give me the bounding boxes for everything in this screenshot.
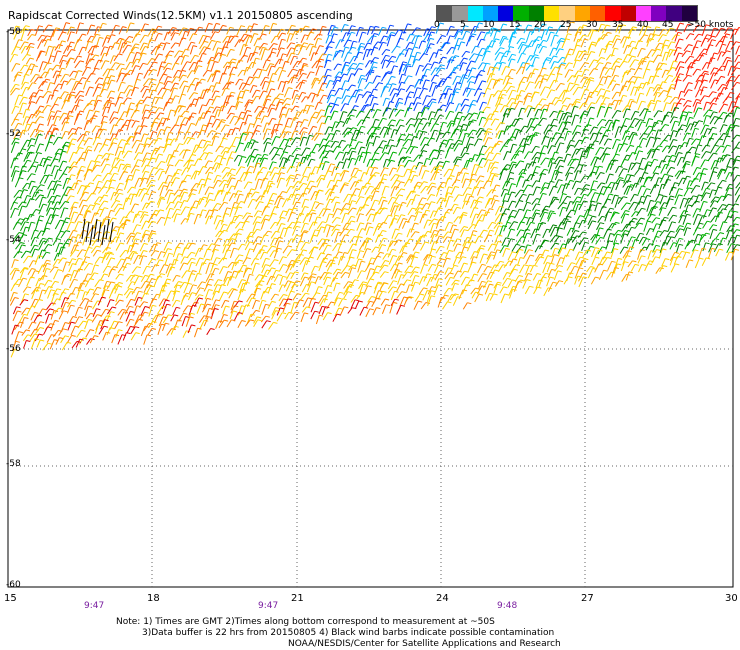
scale-swatch — [559, 6, 575, 21]
lat-label: -50 — [6, 27, 21, 37]
contaminated-barb — [109, 221, 114, 243]
scale-label: >50 knots — [687, 20, 734, 30]
speed-scale-labels: 0 5 10 15 20 25 30 35 40 45 >50 knots — [430, 20, 740, 32]
contaminated-barb — [85, 221, 90, 243]
lat-label: -60 — [6, 580, 21, 590]
scale-label: 35 — [612, 20, 624, 30]
contaminated-barb — [93, 218, 98, 240]
speed-color-scale — [436, 5, 698, 22]
lat-label: -54 — [6, 235, 21, 245]
lon-label: 21 — [291, 593, 304, 604]
scale-swatch — [620, 6, 636, 21]
scale-swatch — [681, 6, 698, 21]
footnote: Note: 1) Times are GMT 2)Times along bot… — [116, 617, 561, 650]
footnote-line: Note: 1) Times are GMT 2)Times along bot… — [116, 617, 495, 627]
scale-swatch — [467, 6, 483, 21]
footnote-line: 3)Data buffer is 22 hrs from 20150805 4)… — [142, 628, 555, 638]
scale-label: 0 — [434, 20, 440, 30]
lat-label: -56 — [6, 344, 21, 354]
pass-time: 9:47 — [258, 601, 279, 611]
scale-swatch — [498, 6, 514, 21]
scale-swatch — [544, 6, 560, 21]
contaminated-barb — [101, 224, 106, 246]
contaminated-barb — [81, 218, 86, 240]
scale-label: 15 — [509, 20, 521, 30]
map-title: Rapidscat Corrected Winds(12.5KM) v1.1 2… — [8, 9, 353, 22]
lon-label: 27 — [581, 593, 594, 604]
pass-time: 9:48 — [497, 601, 518, 611]
lon-label: 15 — [4, 593, 17, 604]
lon-label: 24 — [436, 593, 449, 604]
contaminated-barb — [89, 224, 94, 246]
scale-swatch — [452, 6, 468, 21]
scale-swatch — [589, 6, 606, 21]
wind-barbs — [9, 21, 740, 358]
scale-swatch — [513, 6, 529, 21]
scale-label: 10 — [483, 20, 495, 30]
scale-swatch — [482, 6, 499, 21]
lat-label: -52 — [6, 129, 21, 139]
scale-swatch — [605, 6, 621, 21]
lat-label: -58 — [6, 459, 21, 469]
scale-label: 5 — [460, 20, 466, 30]
contaminated-barb — [105, 218, 110, 240]
footnote-line: NOAA/NESDIS/Center for Satellite Applica… — [288, 639, 561, 649]
contaminated-barb — [97, 221, 102, 243]
scale-swatch — [574, 6, 590, 21]
scale-label: 45 — [662, 20, 674, 30]
scale-label: 20 — [534, 20, 546, 30]
pass-time: 9:47 — [84, 601, 105, 611]
lon-label: 30 — [725, 593, 738, 604]
scale-swatch — [635, 6, 652, 21]
scale-swatch — [528, 6, 545, 21]
lon-label: 18 — [147, 593, 160, 604]
scale-label: 40 — [637, 20, 649, 30]
scale-label: 30 — [586, 20, 598, 30]
scale-label: 25 — [560, 20, 572, 30]
scale-swatch — [437, 6, 453, 21]
scale-swatch — [666, 6, 682, 21]
scale-swatch — [651, 6, 667, 21]
